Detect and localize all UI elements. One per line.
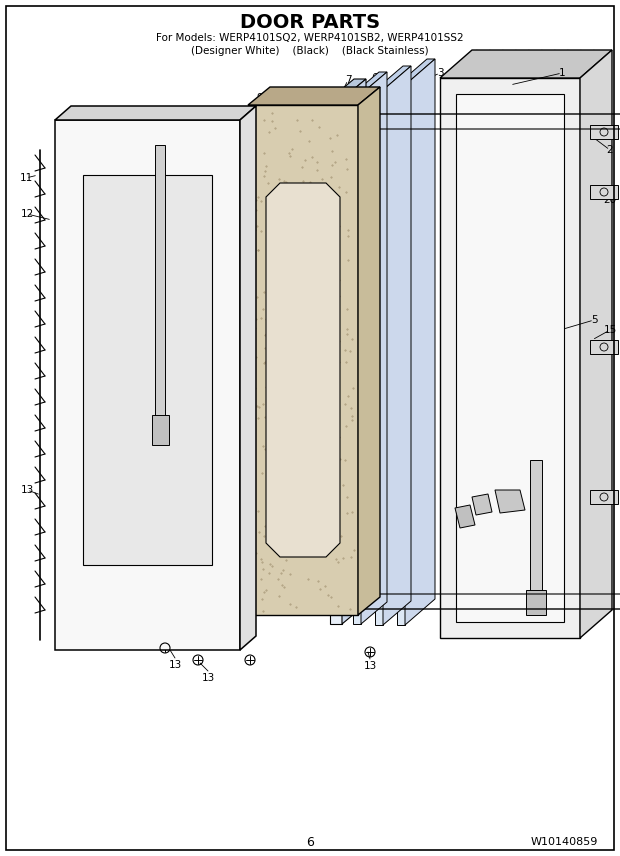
- Text: 11: 11: [19, 173, 33, 183]
- Text: 10: 10: [169, 162, 182, 172]
- Polygon shape: [440, 50, 612, 78]
- Polygon shape: [375, 66, 411, 90]
- Polygon shape: [330, 79, 366, 99]
- Polygon shape: [455, 505, 475, 528]
- Text: 13: 13: [202, 673, 215, 683]
- Polygon shape: [248, 105, 358, 615]
- Text: 8: 8: [302, 87, 308, 97]
- Text: W10140859: W10140859: [531, 837, 598, 847]
- Text: 16: 16: [136, 160, 149, 170]
- Text: 13: 13: [363, 661, 376, 671]
- Text: 6: 6: [371, 73, 378, 83]
- Text: 17: 17: [510, 481, 524, 491]
- Text: 18: 18: [455, 530, 469, 540]
- Text: 12: 12: [20, 209, 33, 219]
- Polygon shape: [353, 94, 361, 624]
- Text: 12: 12: [334, 515, 347, 525]
- Text: 19: 19: [474, 512, 487, 522]
- Polygon shape: [342, 79, 366, 624]
- Polygon shape: [358, 87, 380, 615]
- Polygon shape: [330, 99, 342, 624]
- Text: 10: 10: [538, 475, 552, 485]
- Text: 20: 20: [603, 195, 616, 205]
- Text: 13: 13: [20, 485, 33, 495]
- Polygon shape: [590, 125, 618, 139]
- Text: DOOR PARTS: DOOR PARTS: [240, 13, 380, 32]
- Polygon shape: [248, 87, 380, 105]
- Polygon shape: [590, 490, 618, 504]
- Text: 3: 3: [436, 68, 443, 78]
- Polygon shape: [266, 183, 340, 557]
- Text: 7: 7: [345, 75, 352, 85]
- Polygon shape: [375, 90, 383, 625]
- Text: 13: 13: [500, 542, 513, 552]
- Polygon shape: [353, 72, 387, 94]
- Text: 4: 4: [404, 68, 410, 78]
- Text: 6: 6: [306, 835, 314, 848]
- Polygon shape: [580, 50, 612, 638]
- Text: 15: 15: [603, 325, 617, 335]
- Polygon shape: [397, 59, 435, 85]
- Text: 5: 5: [591, 315, 597, 325]
- Polygon shape: [383, 66, 411, 625]
- Polygon shape: [405, 59, 435, 625]
- Polygon shape: [397, 85, 405, 625]
- Polygon shape: [530, 460, 542, 605]
- Text: 13: 13: [169, 660, 182, 670]
- Polygon shape: [361, 72, 387, 624]
- Polygon shape: [590, 185, 618, 199]
- Polygon shape: [55, 120, 240, 650]
- Polygon shape: [456, 94, 564, 622]
- Polygon shape: [240, 106, 256, 650]
- Polygon shape: [495, 490, 525, 513]
- Text: 1: 1: [559, 68, 565, 78]
- Text: 16: 16: [502, 550, 515, 560]
- Text: 9: 9: [257, 93, 264, 103]
- Polygon shape: [83, 175, 212, 565]
- Polygon shape: [590, 340, 618, 354]
- Text: For Models: WERP4101SQ2, WERP4101SB2, WERP4101SS2: For Models: WERP4101SQ2, WERP4101SB2, WE…: [156, 33, 464, 43]
- Polygon shape: [152, 415, 169, 445]
- Polygon shape: [155, 145, 165, 435]
- Text: eReplacementParts.com: eReplacementParts.com: [239, 454, 391, 467]
- Text: 2: 2: [607, 145, 613, 155]
- Text: (Designer White)    (Black)    (Black Stainless): (Designer White) (Black) (Black Stainles…: [191, 46, 429, 56]
- Text: 14: 14: [133, 630, 146, 640]
- Polygon shape: [526, 590, 546, 615]
- Polygon shape: [472, 494, 492, 515]
- Polygon shape: [55, 106, 256, 120]
- Polygon shape: [440, 78, 580, 638]
